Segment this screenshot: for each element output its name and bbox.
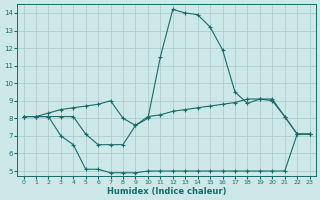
X-axis label: Humidex (Indice chaleur): Humidex (Indice chaleur) bbox=[107, 187, 226, 196]
